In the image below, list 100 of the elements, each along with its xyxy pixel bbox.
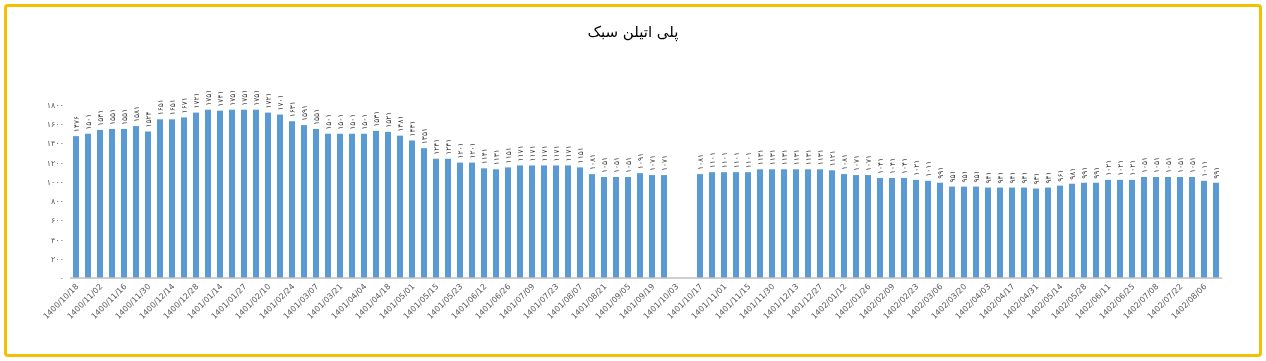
bar (709, 172, 715, 278)
bar (1141, 176, 1147, 278)
bar (1081, 182, 1087, 278)
y-tick-label: ۸۰۰ (51, 197, 64, 207)
bar (145, 131, 151, 278)
bar (361, 133, 367, 278)
y-tick-label: ۴۰۰ (51, 235, 64, 245)
y-tick-label: ۰ (59, 274, 64, 283)
bar (1153, 176, 1159, 278)
bar (301, 125, 307, 278)
bar (505, 167, 511, 278)
bar (973, 186, 979, 278)
bar (409, 140, 415, 278)
bar (169, 119, 175, 278)
bar (1021, 187, 1027, 278)
bar (445, 158, 451, 278)
bar (1057, 185, 1063, 278)
bar (949, 186, 955, 278)
bar (1105, 179, 1111, 278)
bar (1201, 180, 1207, 278)
bar (541, 165, 547, 278)
bar (721, 172, 727, 278)
y-tick-label: ۲۰۰ (51, 254, 64, 264)
bar (565, 165, 571, 278)
bar (1165, 176, 1171, 278)
bar (493, 169, 499, 278)
bar (649, 175, 655, 278)
bar (133, 126, 139, 278)
bar (925, 180, 931, 278)
bar (109, 128, 115, 278)
bar (217, 110, 223, 278)
bar (313, 128, 319, 278)
bar (373, 130, 379, 278)
bar (577, 167, 583, 278)
bar (889, 177, 895, 278)
bar (769, 169, 775, 278)
bar (697, 174, 703, 278)
bar (205, 109, 211, 278)
bar (637, 173, 643, 278)
bar (757, 169, 763, 278)
bar (349, 133, 355, 278)
chart-title: پلی اتیلن سبک (587, 23, 679, 42)
bar (853, 175, 859, 278)
bar (877, 177, 883, 278)
y-tick-label: ۱۶۰۰ (46, 120, 64, 130)
bar (157, 119, 163, 278)
bar (1093, 182, 1099, 278)
bar (73, 136, 79, 278)
bar (277, 114, 283, 278)
bar (1045, 187, 1051, 278)
y-tick-label: ۱۲۰۰ (46, 158, 64, 168)
bar (1117, 179, 1123, 278)
y-tick-label: ۱۸۰۰ (46, 101, 64, 110)
bar (553, 165, 559, 278)
bar (1213, 182, 1219, 278)
bar (469, 162, 475, 278)
bar (289, 121, 295, 278)
bar (193, 112, 199, 278)
bar (1009, 187, 1015, 278)
bar (733, 172, 739, 278)
bar (781, 169, 787, 278)
bar (997, 187, 1003, 278)
bar (745, 172, 751, 278)
bar (961, 186, 967, 278)
bar (97, 129, 103, 278)
bar (901, 177, 907, 278)
bar (829, 170, 835, 278)
y-tick-label: ۶۰۰ (51, 216, 64, 226)
bar (625, 176, 631, 278)
bar (805, 169, 811, 278)
bar (841, 174, 847, 278)
y-tick-label: ۱۴۰۰ (46, 139, 64, 149)
bar (253, 109, 259, 278)
bar (517, 165, 523, 278)
bar (85, 133, 91, 278)
bar (397, 135, 403, 278)
bar (481, 168, 487, 278)
bar (865, 175, 871, 278)
bar (1033, 188, 1039, 278)
bar (325, 133, 331, 278)
bar (817, 169, 823, 278)
bar (433, 158, 439, 278)
bar (913, 179, 919, 278)
bar (1177, 176, 1183, 278)
bar (601, 176, 607, 278)
bar (337, 133, 343, 278)
bar (589, 174, 595, 278)
bar (181, 117, 187, 278)
bar (421, 148, 427, 278)
bar (121, 128, 127, 278)
bar (985, 187, 991, 278)
bar (793, 169, 799, 278)
bar (1069, 183, 1075, 278)
bar (265, 112, 271, 278)
y-tick-label: ۱۰۰۰ (46, 177, 64, 187)
bar (613, 176, 619, 278)
bar (385, 131, 391, 278)
bar (661, 175, 667, 278)
bar (1129, 179, 1135, 278)
bar (1189, 176, 1195, 278)
